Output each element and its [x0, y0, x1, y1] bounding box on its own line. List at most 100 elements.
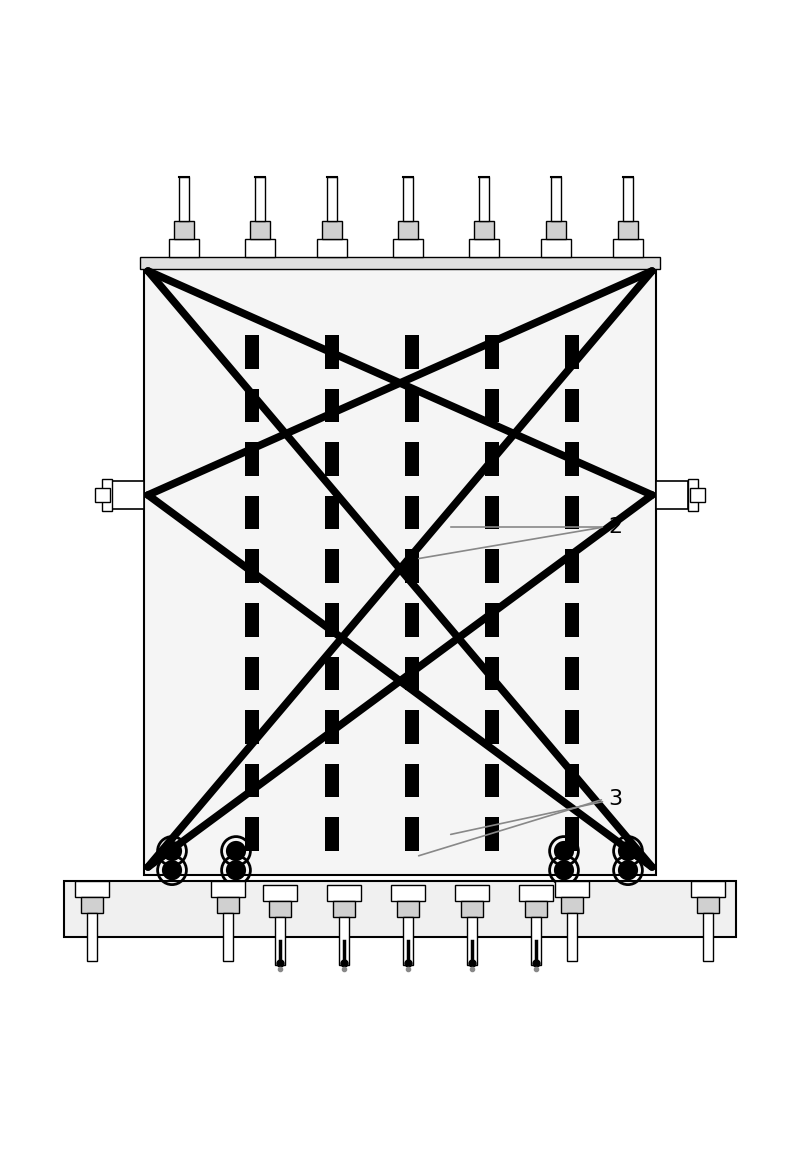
Bar: [485, 389, 499, 422]
Bar: [325, 764, 339, 797]
Bar: [551, 177, 561, 222]
Bar: [565, 550, 579, 583]
Bar: [403, 177, 413, 222]
Bar: [140, 256, 660, 269]
Bar: [469, 239, 499, 256]
Bar: [217, 897, 239, 913]
Bar: [327, 884, 361, 900]
Bar: [565, 764, 579, 797]
Bar: [325, 550, 339, 583]
Circle shape: [226, 860, 246, 880]
Bar: [393, 239, 423, 256]
Bar: [485, 764, 499, 797]
Bar: [697, 897, 719, 913]
Bar: [325, 443, 339, 476]
Bar: [691, 881, 725, 897]
Bar: [102, 480, 112, 511]
Bar: [525, 900, 547, 917]
Bar: [405, 603, 419, 637]
Bar: [263, 884, 297, 900]
Bar: [327, 177, 337, 222]
Bar: [325, 711, 339, 744]
Bar: [405, 711, 419, 744]
Bar: [405, 335, 419, 369]
Bar: [467, 917, 477, 965]
Bar: [485, 496, 499, 529]
Bar: [245, 389, 259, 422]
Bar: [75, 881, 109, 897]
Bar: [245, 443, 259, 476]
Bar: [245, 239, 275, 256]
Bar: [398, 222, 418, 239]
Bar: [245, 603, 259, 637]
Bar: [322, 222, 342, 239]
Bar: [485, 443, 499, 476]
Bar: [656, 481, 688, 509]
Bar: [455, 884, 489, 900]
Bar: [565, 335, 579, 369]
Bar: [64, 881, 736, 936]
Bar: [222, 913, 234, 960]
Circle shape: [162, 841, 182, 861]
Bar: [479, 177, 489, 222]
Bar: [275, 917, 285, 965]
Bar: [245, 657, 259, 690]
Bar: [325, 496, 339, 529]
Bar: [405, 818, 419, 851]
Bar: [245, 550, 259, 583]
Bar: [485, 657, 499, 690]
Bar: [245, 818, 259, 851]
Bar: [325, 603, 339, 637]
Bar: [245, 335, 259, 369]
Bar: [325, 335, 339, 369]
Bar: [485, 550, 499, 583]
Bar: [565, 818, 579, 851]
Bar: [112, 481, 144, 509]
Bar: [211, 881, 245, 897]
Bar: [567, 913, 578, 960]
Bar: [565, 496, 579, 529]
Bar: [485, 335, 499, 369]
Bar: [391, 884, 425, 900]
Text: 3: 3: [450, 789, 622, 835]
Bar: [405, 550, 419, 583]
Bar: [688, 480, 698, 511]
Bar: [339, 917, 350, 965]
Bar: [174, 222, 194, 239]
Bar: [405, 496, 419, 529]
Bar: [565, 389, 579, 422]
Bar: [144, 267, 656, 875]
Bar: [485, 603, 499, 637]
Bar: [405, 657, 419, 690]
Circle shape: [618, 841, 638, 861]
Bar: [531, 917, 542, 965]
Bar: [255, 177, 265, 222]
Bar: [333, 900, 355, 917]
Bar: [519, 884, 553, 900]
Bar: [618, 222, 638, 239]
Bar: [86, 913, 97, 960]
Circle shape: [554, 841, 574, 861]
Bar: [546, 222, 566, 239]
Bar: [405, 389, 419, 422]
Bar: [405, 764, 419, 797]
Circle shape: [162, 860, 182, 880]
Bar: [169, 239, 199, 256]
Bar: [397, 900, 419, 917]
Bar: [245, 764, 259, 797]
Bar: [565, 603, 579, 637]
Bar: [325, 657, 339, 690]
Bar: [250, 222, 270, 239]
Bar: [565, 657, 579, 690]
Bar: [555, 881, 589, 897]
Circle shape: [226, 841, 246, 861]
Text: 2: 2: [450, 518, 622, 537]
Bar: [95, 488, 110, 503]
Bar: [485, 818, 499, 851]
Bar: [461, 900, 483, 917]
Bar: [565, 711, 579, 744]
Bar: [325, 818, 339, 851]
Circle shape: [618, 860, 638, 880]
Bar: [703, 913, 714, 960]
Bar: [317, 239, 347, 256]
